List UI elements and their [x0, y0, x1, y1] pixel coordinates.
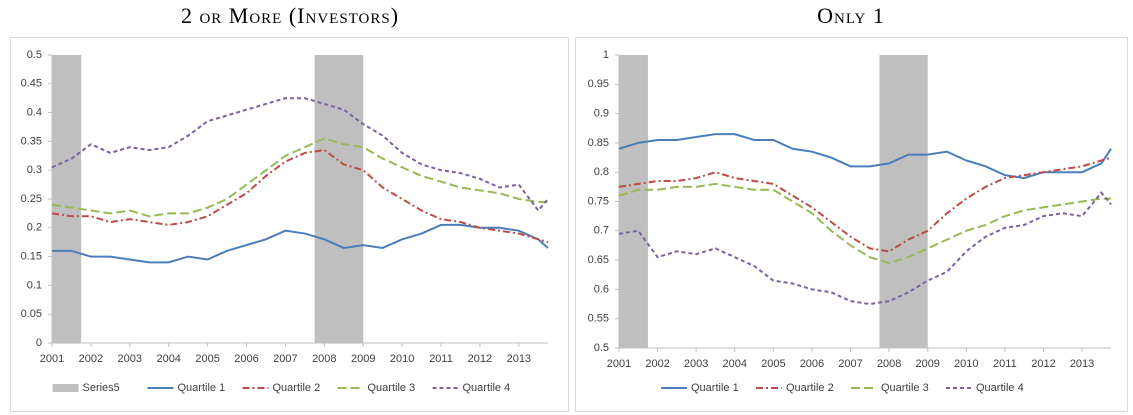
- y-tick-label: 0.25: [21, 193, 42, 205]
- series-line: [618, 191, 1112, 306]
- y-tick-label: 0.9: [594, 108, 609, 120]
- y-tick-label: 0.85: [588, 137, 609, 149]
- series-line: [51, 97, 549, 213]
- series-line: [51, 137, 548, 218]
- y-tick-label: 0.75: [588, 195, 609, 207]
- x-tick-label: 2001: [40, 353, 64, 365]
- chart-title: Only 1: [817, 3, 885, 28]
- legend-label: Quartile 4: [463, 382, 511, 394]
- x-tick-label: 2011: [429, 353, 453, 365]
- x-tick-label: 2013: [507, 353, 531, 365]
- series-line: [618, 133, 1112, 180]
- shaded-band: [52, 55, 82, 343]
- series-line: [618, 182, 1111, 265]
- x-tick-label: 2011: [993, 358, 1017, 370]
- y-tick-label: 0.5: [27, 49, 42, 61]
- legend-label: Quartile 3: [368, 382, 416, 394]
- legend-label: Quartile 2: [273, 382, 321, 394]
- x-tick-label: 2004: [723, 358, 747, 370]
- legend-swatch: [52, 384, 79, 392]
- y-tick-label: 0.1: [27, 279, 42, 291]
- x-tick-label: 2008: [312, 353, 336, 365]
- y-tick-label: 0.8: [594, 166, 609, 178]
- series-line: [618, 156, 1112, 253]
- shaded-band: [314, 55, 364, 343]
- series-line: [52, 223, 549, 264]
- x-tick-label: 2008: [877, 358, 901, 370]
- x-tick-label: 2002: [79, 353, 103, 365]
- legend-label: Quartile 1: [691, 382, 739, 394]
- x-tick-label: 2005: [761, 358, 785, 370]
- panel-border: [10, 37, 569, 412]
- series-line: [51, 148, 549, 244]
- y-tick-label: 0.5: [594, 342, 609, 354]
- x-tick-label: 2013: [1070, 358, 1094, 370]
- x-tick-label: 2010: [954, 358, 978, 370]
- y-tick-label: 0.2: [27, 222, 42, 234]
- y-tick-label: 0.3: [27, 164, 42, 176]
- shaded-band: [879, 55, 928, 348]
- chart-title: 2 or More (Investors): [181, 3, 399, 28]
- x-tick-label: 2009: [915, 358, 939, 370]
- x-tick-label: 2007: [273, 353, 297, 365]
- y-tick-label: 1: [603, 49, 609, 61]
- legend-label: Quartile 1: [178, 382, 226, 394]
- x-tick-label: 2001: [607, 358, 631, 370]
- y-tick-label: 0.45: [21, 78, 42, 90]
- x-tick-label: 2005: [195, 353, 219, 365]
- y-tick-label: 0.6: [594, 283, 609, 295]
- panel-border: [575, 37, 1128, 412]
- y-tick-label: 0.05: [21, 308, 42, 320]
- y-tick-label: 0: [36, 337, 42, 349]
- y-tick-label: 0.4: [27, 107, 42, 119]
- y-tick-label: 0.35: [21, 135, 42, 147]
- shaded-band: [619, 55, 648, 348]
- y-tick-label: 0.65: [588, 254, 609, 266]
- x-tick-label: 2003: [684, 358, 708, 370]
- y-tick-label: 0.15: [21, 251, 42, 263]
- x-tick-label: 2006: [800, 358, 824, 370]
- legend-label: Quartile 4: [976, 382, 1024, 394]
- x-tick-label: 2009: [351, 353, 375, 365]
- x-tick-label: 2002: [645, 358, 669, 370]
- x-tick-label: 2012: [1031, 358, 1055, 370]
- y-tick-label: 0.95: [588, 78, 609, 90]
- x-tick-label: 2006: [234, 353, 258, 365]
- x-tick-label: 2010: [390, 353, 414, 365]
- x-tick-label: 2003: [118, 353, 142, 365]
- y-tick-label: 0.7: [594, 225, 609, 237]
- x-tick-label: 2004: [156, 353, 180, 365]
- legend-label: Series5: [83, 382, 120, 394]
- x-tick-label: 2012: [468, 353, 492, 365]
- legend-label: Quartile 2: [786, 382, 834, 394]
- y-tick-label: 0.55: [588, 313, 609, 325]
- legend-label: Quartile 3: [881, 382, 929, 394]
- x-tick-label: 2007: [838, 358, 862, 370]
